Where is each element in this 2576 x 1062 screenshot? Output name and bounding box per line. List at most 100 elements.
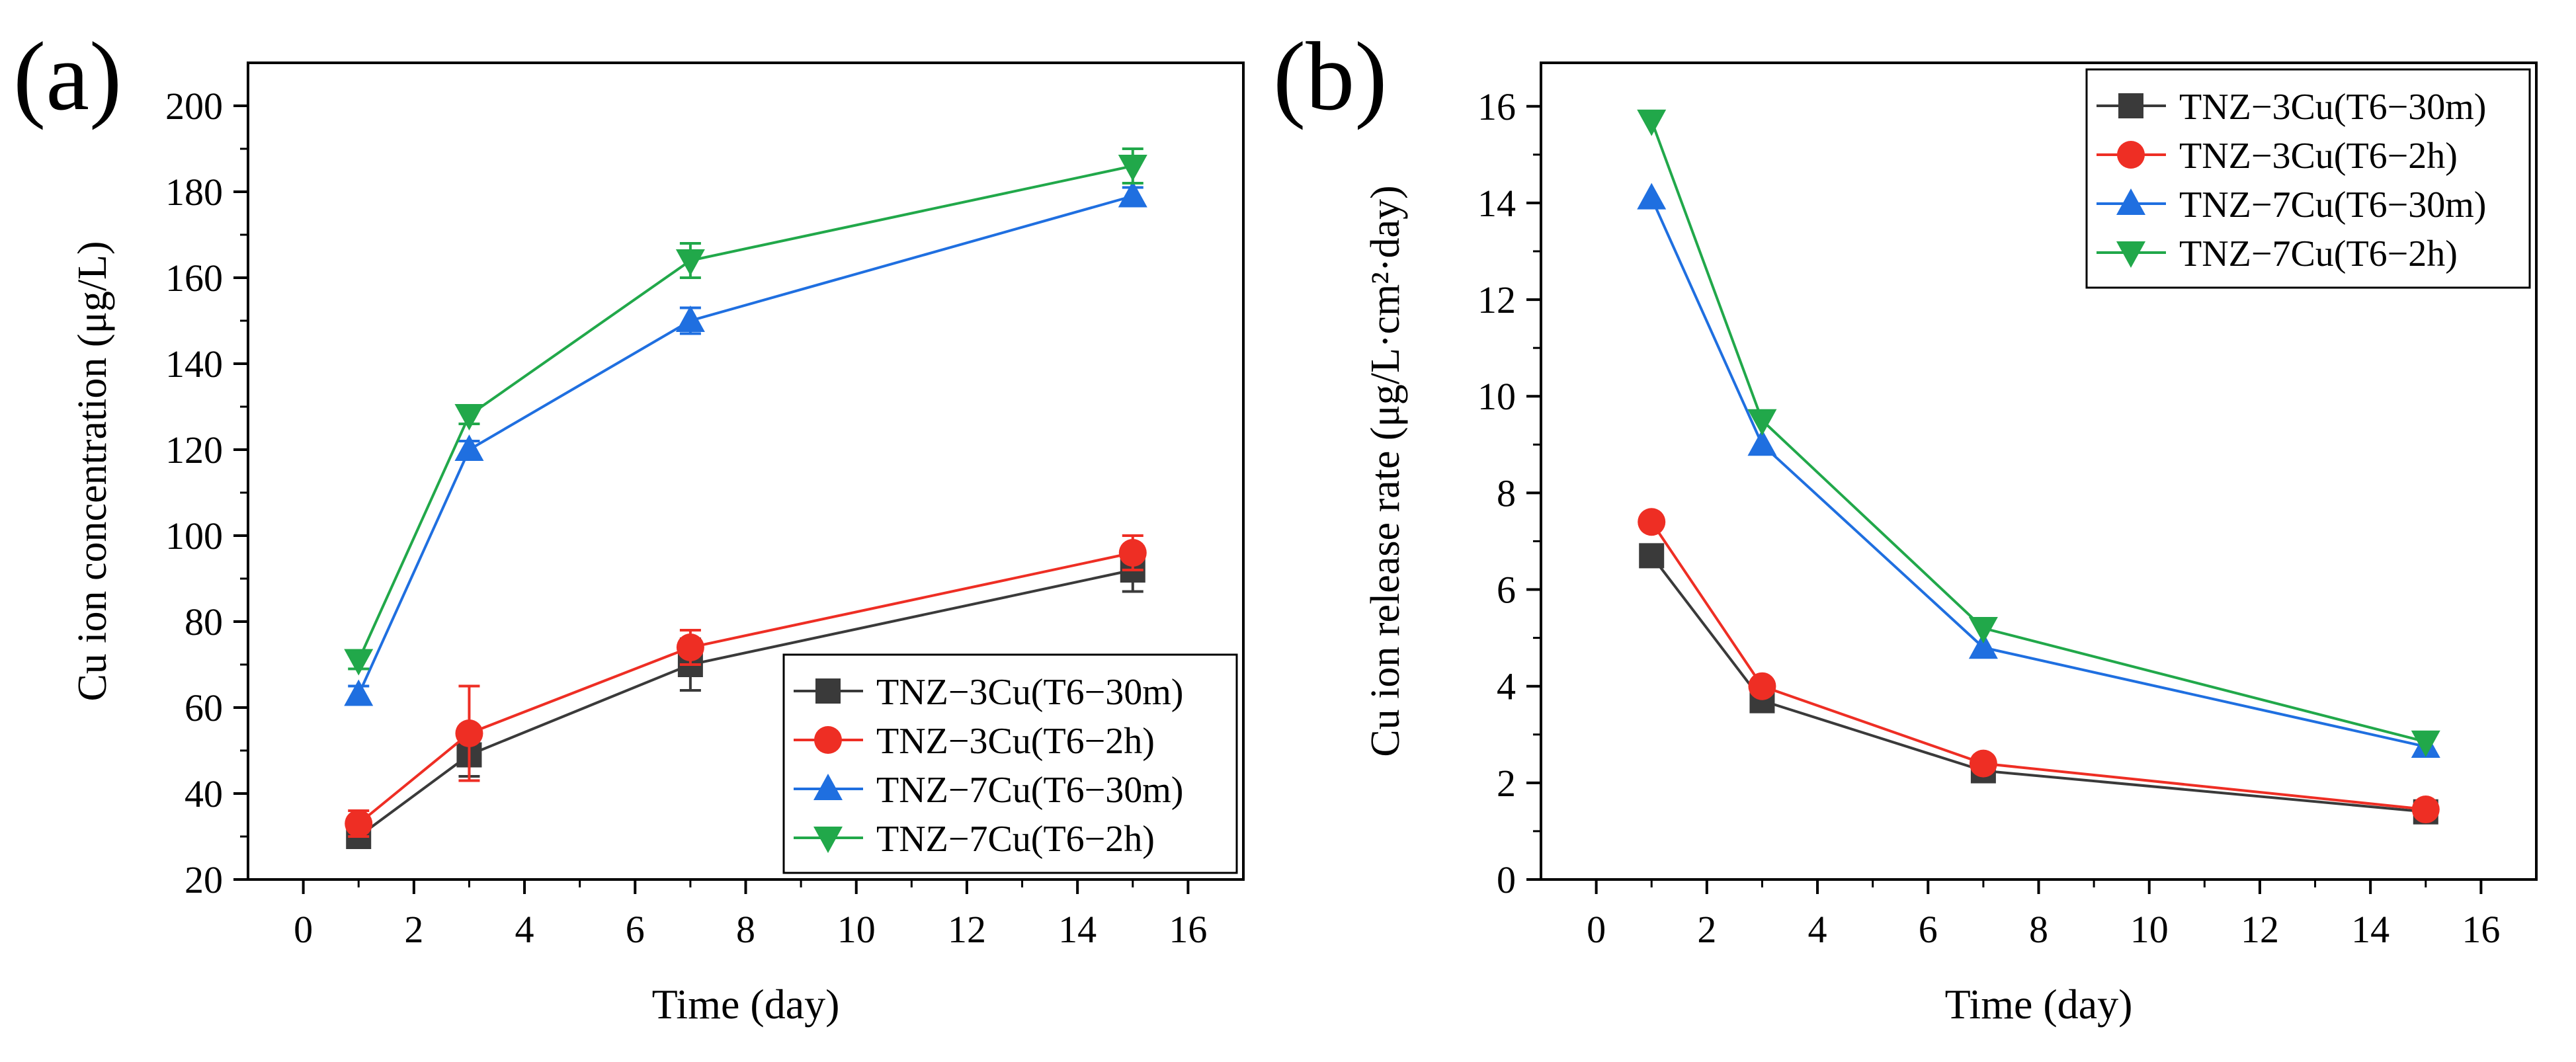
data-point — [1639, 543, 1665, 569]
data-point — [1118, 155, 1147, 181]
data-point — [1118, 181, 1147, 208]
legend: TNZ−3Cu(T6−30m) TNZ−3Cu(T6−2h) TNZ−7Cu(T6−… — [2085, 68, 2531, 289]
legend-label: TNZ−7Cu(T6−2h) — [876, 819, 1155, 860]
data-point — [344, 679, 374, 706]
y-tick-label: 0 — [1497, 858, 1516, 901]
y-tick-label: 4 — [1497, 665, 1516, 708]
data-point — [1747, 409, 1777, 436]
data-point — [1118, 539, 1147, 567]
y-tick-label: 12 — [1477, 278, 1516, 321]
series-TNZ−7Cu(T6−30m) — [1637, 183, 2440, 758]
series-TNZ−3Cu(T6−2h) — [345, 534, 1147, 838]
x-axis-label: Time (day) — [652, 981, 840, 1028]
y-tick-label: 180 — [165, 171, 223, 214]
data-point — [1638, 508, 1666, 536]
x-tick-label: 4 — [515, 908, 534, 951]
series-TNZ−3Cu(T6−2h) — [1638, 508, 2440, 824]
data-point — [676, 633, 704, 661]
series-line — [1650, 120, 2427, 743]
data-point — [1637, 109, 1667, 136]
series-line — [357, 551, 1134, 825]
y-tick-label: 10 — [1477, 375, 1516, 418]
series-line — [358, 569, 1134, 838]
chart-b: 0 2 4 6 8 10 12 14 16 0 2 4 6 8 10 12 14 16 Time (day) Cu i… — [1363, 61, 2538, 1028]
data-point — [344, 649, 374, 676]
data-point — [675, 306, 705, 332]
x-tick-label: 0 — [294, 908, 313, 951]
legend: TNZ−3Cu(T6−30m) TNZ−3Cu(T6−2h) TNZ−7Cu(T6−… — [782, 653, 1238, 874]
x-tick-label: 10 — [2130, 908, 2169, 951]
data-point — [1969, 749, 1997, 778]
y-axis-label: Cu ion release rate (μg/L·cm²·day) — [1363, 185, 1408, 756]
y-tick-label: 100 — [165, 514, 223, 557]
legend-label: TNZ−7Cu(T6−30m) — [876, 770, 1183, 811]
x-tick-label: 14 — [2351, 908, 2389, 951]
y-tick-label: 200 — [165, 85, 223, 128]
series-TNZ−7Cu(T6−2h) — [344, 147, 1147, 676]
legend-marker — [2116, 241, 2145, 268]
legend-marker — [2116, 188, 2145, 215]
y-tick-label: 20 — [185, 858, 223, 901]
y-axis-label: Cu ion concentration (μg/L) — [70, 241, 115, 701]
x-tick-label: 12 — [948, 908, 986, 951]
series-line — [1650, 555, 2426, 813]
x-tick-label: 10 — [837, 908, 876, 951]
y-tick-label: 60 — [185, 686, 223, 729]
data-point — [1637, 183, 1667, 210]
x-tick-label: 0 — [1587, 908, 1606, 951]
y-tick-label: 120 — [165, 429, 223, 471]
legend-marker — [814, 726, 842, 754]
data-point — [2411, 796, 2440, 824]
x-tick-label: 2 — [404, 908, 423, 951]
x-tick-label: 16 — [2462, 908, 2500, 951]
data-point — [454, 404, 484, 430]
x-tick-label: 16 — [1169, 908, 1207, 951]
y-tick-label: 160 — [165, 257, 223, 300]
data-point — [455, 719, 483, 747]
panel-b: (b) 0 2 4 6 8 10 12 14 16 0 2 4 6 8 10 12 14 16 Time (day)… — [1273, 22, 2538, 1028]
data-point — [2411, 730, 2440, 757]
y-tick-label: 80 — [185, 600, 223, 643]
data-point — [1968, 617, 1998, 643]
data-point — [454, 434, 484, 461]
x-tick-label: 4 — [1808, 908, 1827, 951]
legend-marker — [2117, 141, 2145, 169]
y-tick-label: 14 — [1477, 182, 1516, 225]
y-tick-label: 16 — [1477, 85, 1516, 128]
legend-label: TNZ−7Cu(T6−30m) — [2179, 184, 2486, 225]
y-tick-label: 2 — [1497, 762, 1516, 805]
legend-marker — [2118, 93, 2143, 118]
y-tick-label: 40 — [185, 772, 223, 815]
series-line — [1650, 521, 2426, 811]
x-tick-label: 8 — [736, 908, 755, 951]
legend-label: TNZ−3Cu(T6−30m) — [2179, 87, 2486, 128]
legend-marker — [815, 678, 841, 704]
legend-label: TNZ−7Cu(T6−2h) — [2179, 233, 2458, 274]
legend-label: TNZ−3Cu(T6−30m) — [876, 672, 1183, 713]
legend-label: TNZ−3Cu(T6−2h) — [876, 721, 1155, 762]
data-point — [345, 809, 373, 838]
series-TNZ−7Cu(T6−2h) — [1637, 109, 2440, 757]
series-line — [1650, 197, 2427, 748]
data-point — [1747, 429, 1777, 456]
series-line — [357, 194, 1134, 696]
legend-marker — [813, 827, 843, 853]
data-point — [1968, 632, 1998, 659]
x-tick-label: 6 — [1919, 908, 1938, 951]
x-tick-label: 2 — [1697, 908, 1716, 951]
data-point — [1748, 672, 1776, 700]
x-tick-label: 14 — [1058, 908, 1097, 951]
chart-a: 0 2 4 6 8 10 12 14 16 20 40 60 80 100 120 140 160 180 200 T… — [70, 61, 1245, 1028]
legend-marker — [813, 774, 843, 800]
data-point — [675, 249, 705, 276]
series-line — [357, 165, 1134, 661]
panel-a-letter: (a) — [13, 22, 122, 131]
panel-a: (a) 0 2 4 6 8 10 12 14 16 20 40 60 80 100 120 140 160 180… — [13, 22, 1245, 1028]
y-tick-label: 140 — [165, 343, 223, 386]
series-TNZ−7Cu(T6−30m) — [344, 181, 1147, 706]
y-tick-label: 8 — [1497, 471, 1516, 514]
x-tick-label: 6 — [626, 908, 645, 951]
x-tick-label: 12 — [2241, 908, 2279, 951]
x-tick-label: 8 — [2029, 908, 2048, 951]
x-axis-label: Time (day) — [1945, 981, 2133, 1028]
